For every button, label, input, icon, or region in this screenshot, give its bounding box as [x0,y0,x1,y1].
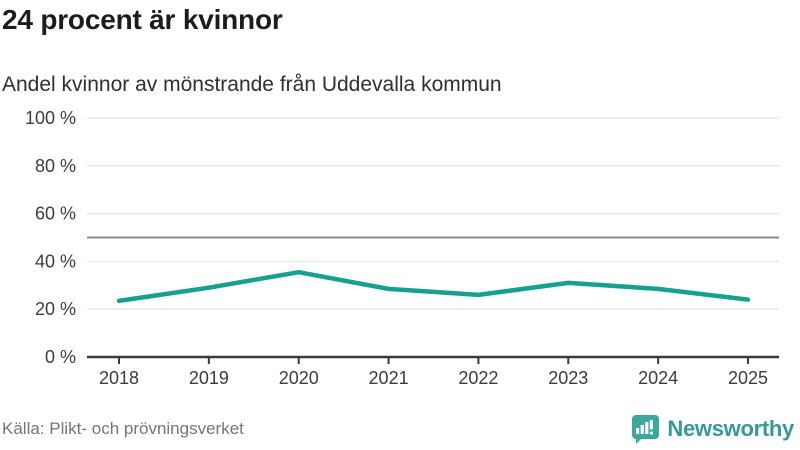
x-tick-label: 2022 [458,368,498,388]
y-tick-label: 20 % [35,299,76,319]
x-tick-label: 2020 [279,368,319,388]
newsworthy-logo-icon [632,415,660,444]
newsworthy-logo-text: Newsworthy [667,416,794,441]
chart-title: 24 procent är kvinnor [2,4,283,35]
x-tick-label: 2025 [728,368,768,388]
newsworthy-logo[interactable]: Newsworthy [630,414,794,444]
y-tick-label: 0 % [45,347,76,367]
logo-barchart-glyph [636,420,654,435]
y-tick-label: 40 % [35,251,76,271]
x-tick-label: 2019 [189,368,229,388]
chart-footer: Källa: Plikt- och prövningsverket Newswo… [2,412,794,446]
data-line [116,269,751,304]
chart-subtitle: Andel kvinnor av mönstrande från Uddeval… [2,73,502,96]
y-tick-label: 60 % [35,204,76,224]
x-tick-label: 2023 [548,368,588,388]
y-tick-label: 80 % [35,156,76,176]
x-tick-label: 2021 [369,368,409,388]
x-tick-label: 2024 [638,368,678,388]
source-note: Källa: Plikt- och prövningsverket [2,419,244,438]
y-tick-label: 100 % [25,108,76,128]
x-tick-label: 2018 [99,368,139,388]
